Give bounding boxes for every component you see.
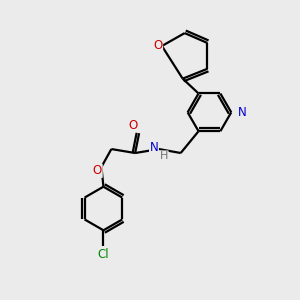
Text: N: N	[150, 141, 158, 154]
Text: O: O	[128, 119, 138, 132]
Text: O: O	[93, 164, 102, 177]
Text: O: O	[153, 40, 163, 52]
Text: N: N	[238, 106, 247, 119]
Text: Cl: Cl	[98, 248, 109, 261]
Text: H: H	[160, 151, 168, 161]
